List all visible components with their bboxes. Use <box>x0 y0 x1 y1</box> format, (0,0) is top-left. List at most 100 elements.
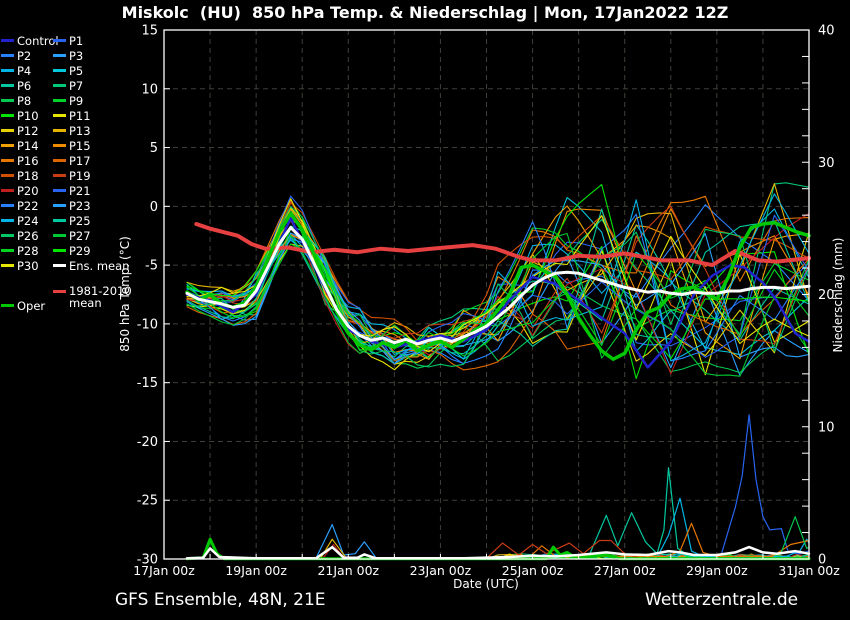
legend-color-swatch <box>1 114 14 117</box>
legend-item-control: Control <box>1 33 59 48</box>
legend-item-label: P5 <box>69 63 84 78</box>
legend-item-p22: P22 <box>1 198 39 213</box>
legend-item-label: P24 <box>17 213 39 228</box>
x-tick-label: 17Jan 00z <box>133 563 195 578</box>
legend-item-p5: P5 <box>53 63 83 78</box>
legend-color-swatch <box>1 249 14 252</box>
legend-color-swatch <box>1 129 14 132</box>
ensemble-member-temp-p27 <box>186 232 810 377</box>
precip-trace-mean-precip <box>185 545 811 560</box>
legend-item-label: P16 <box>17 153 39 168</box>
legend-item-p13: P13 <box>53 123 91 138</box>
y-left-tick-label: -20 <box>137 435 158 450</box>
x-tick-label: 19Jan 00z <box>225 563 287 578</box>
legend-color-swatch <box>53 189 66 192</box>
y-left-tick-label: -25 <box>137 494 158 509</box>
legend-color-swatch <box>53 234 66 237</box>
legend-item-label: P27 <box>69 228 91 243</box>
legend-item-p3: P3 <box>53 48 83 63</box>
legend-item-ens-mean: Ens. mean <box>53 258 129 273</box>
legend-item-label: P19 <box>69 168 91 183</box>
legend-color-swatch <box>1 174 14 177</box>
legend-item-oper: Oper <box>1 298 45 313</box>
legend-color-swatch <box>1 264 14 267</box>
legend-item-p11: P11 <box>53 108 91 123</box>
precip-trace-blue-spike <box>711 414 810 559</box>
y-right-tick-label: 20 <box>818 288 835 303</box>
y-right-tick-label: 0 <box>818 553 826 568</box>
x-tick-label: 29Jan 00z <box>686 563 748 578</box>
y-left-tick-label: 0 <box>150 200 158 215</box>
legend-item-label: P6 <box>17 78 32 93</box>
legend-item-label: P3 <box>69 48 84 63</box>
precip-trace-early-blue <box>315 523 377 559</box>
legend-item-label: 1981-2010 mean <box>69 284 132 310</box>
legend-color-swatch <box>53 290 66 293</box>
precip-trace-right-green-spike <box>778 516 810 559</box>
legend-item-p18: P18 <box>1 168 39 183</box>
legend-item-label: P15 <box>69 138 91 153</box>
legend-color-swatch <box>1 99 14 102</box>
precip-trace-cyan-spike <box>656 497 810 559</box>
legend-item-label: P1 <box>69 33 84 48</box>
legend-item-label: P4 <box>17 63 32 78</box>
ensemble-member-temp-p22 <box>186 213 810 365</box>
legend-item-p23: P23 <box>53 198 91 213</box>
y-left-tick-label: 15 <box>141 24 158 39</box>
legend-item-p7: P7 <box>53 78 83 93</box>
legend-color-swatch <box>53 219 66 222</box>
legend-color-swatch <box>1 159 14 162</box>
x-tick-label: 21Jan 00z <box>317 563 379 578</box>
legend-item-p20: P20 <box>1 183 39 198</box>
legend-item-p6: P6 <box>1 78 31 93</box>
legend-item-label: P28 <box>17 243 39 258</box>
x-tick-label: 31Jan 00z <box>778 563 840 578</box>
x-tick-label: 25Jan 00z <box>502 563 564 578</box>
legend-color-swatch <box>53 249 66 252</box>
ensemble-member-temp-p18 <box>186 202 810 349</box>
legend-color-swatch <box>53 159 66 162</box>
y-axis-right-label: Niederschlag (mm) <box>831 237 845 353</box>
x-tick-label: 23Jan 00z <box>410 563 472 578</box>
precip-trace-oper-precip <box>185 537 811 561</box>
x-axis-label: Date (UTC) <box>453 577 519 591</box>
legend-color-swatch <box>53 99 66 102</box>
legend-item-p14: P14 <box>1 138 39 153</box>
legend-item-p17: P17 <box>53 153 91 168</box>
ensemble-member-temp-p26 <box>186 206 810 368</box>
legend-item-p25: P25 <box>53 213 91 228</box>
legend-item-p1: P1 <box>53 33 83 48</box>
legend-item-label: P23 <box>69 198 91 213</box>
legend: Control P2 P4 P6 P8 P10 P12 P14 P16 P18 P20 P22 P24 P… <box>0 0 150 620</box>
legend-item-p12: P12 <box>1 123 39 138</box>
legend-color-swatch <box>1 219 14 222</box>
legend-item-label: P7 <box>69 78 84 93</box>
legend-item-1981-2010-mean: 1981-2010 mean <box>53 285 147 309</box>
ensemble-mean-line <box>185 226 811 346</box>
legend-item-label: P9 <box>69 93 84 108</box>
precip-trace-teal-spike <box>587 467 810 559</box>
ensemble-member-temp-p23 <box>186 232 810 360</box>
legend-color-swatch <box>1 204 14 207</box>
climate-mean-line <box>194 222 811 268</box>
legend-item-label: P25 <box>69 213 91 228</box>
legend-color-swatch <box>53 129 66 132</box>
x-tick-label: 27Jan 00z <box>594 563 656 578</box>
y-left-tick-label: -30 <box>137 553 158 568</box>
legend-color-swatch <box>53 204 66 207</box>
legend-item-p27: P27 <box>53 228 91 243</box>
legend-item-p8: P8 <box>1 93 31 108</box>
legend-item-p26: P26 <box>1 228 39 243</box>
legend-item-label: P2 <box>17 48 32 63</box>
legend-item-label: P29 <box>69 243 91 258</box>
legend-item-p28: P28 <box>1 243 39 258</box>
legend-item-label: P10 <box>17 108 39 123</box>
legend-color-swatch <box>53 69 66 72</box>
y-left-tick-label: -10 <box>137 317 158 332</box>
ensemble-member-temp-p28 <box>186 243 810 357</box>
legend-item-p2: P2 <box>1 48 31 63</box>
legend-color-swatch <box>1 39 14 42</box>
legend-item-p29: P29 <box>53 243 91 258</box>
y-right-tick-label: 40 <box>818 24 835 39</box>
